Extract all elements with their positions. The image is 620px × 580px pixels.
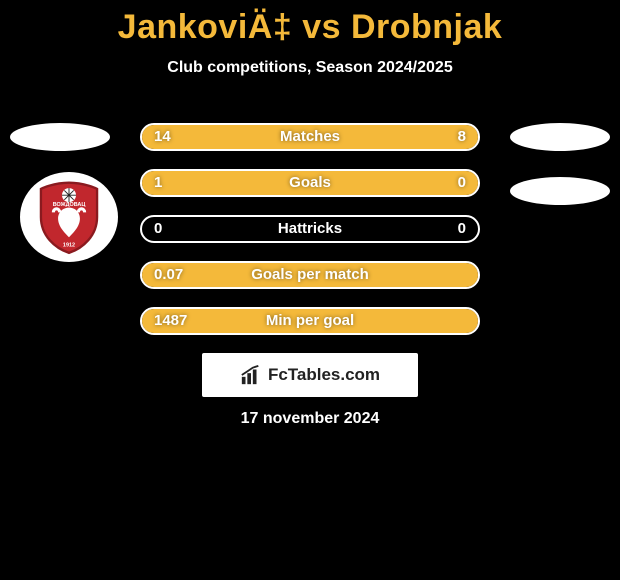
right-team-ellipse-2 [510, 177, 610, 205]
stat-row: 1 Goals 0 [140, 169, 480, 197]
branding-banner[interactable]: FcTables.com [202, 353, 418, 397]
stat-row: 0.07 Goals per match [140, 261, 480, 289]
page-title: JankoviÄ‡ vs Drobnjak [0, 0, 620, 47]
stat-label: Min per goal [142, 309, 478, 333]
stat-label: Matches [142, 125, 478, 149]
svg-text:ВОЖДОВАЦ: ВОЖДОВАЦ [53, 202, 86, 208]
right-team-ellipse-1 [510, 123, 610, 151]
bar-chart-icon [240, 364, 262, 386]
left-team-ellipse [10, 123, 110, 151]
svg-text:1912: 1912 [63, 243, 75, 249]
stat-value-right: 0 [458, 171, 466, 195]
stat-label: Goals [142, 171, 478, 195]
branding-text: FcTables.com [268, 365, 380, 385]
stat-row: 14 Matches 8 [140, 123, 480, 151]
subtitle: Club competitions, Season 2024/2025 [0, 59, 620, 77]
stat-value-right: 8 [458, 125, 466, 149]
stats-bars: 14 Matches 8 1 Goals 0 0 Hattricks 0 0.0… [140, 123, 480, 353]
stat-row: 1487 Min per goal [140, 307, 480, 335]
shield-icon: ВОЖДОВАЦ 1912 [30, 178, 108, 256]
left-team-badge: ВОЖДОВАЦ 1912 [20, 172, 118, 262]
stat-label: Goals per match [142, 263, 478, 287]
stat-label: Hattricks [142, 217, 478, 241]
stat-row: 0 Hattricks 0 [140, 215, 480, 243]
date-text: 17 november 2024 [0, 410, 620, 428]
stat-value-right: 0 [458, 217, 466, 241]
